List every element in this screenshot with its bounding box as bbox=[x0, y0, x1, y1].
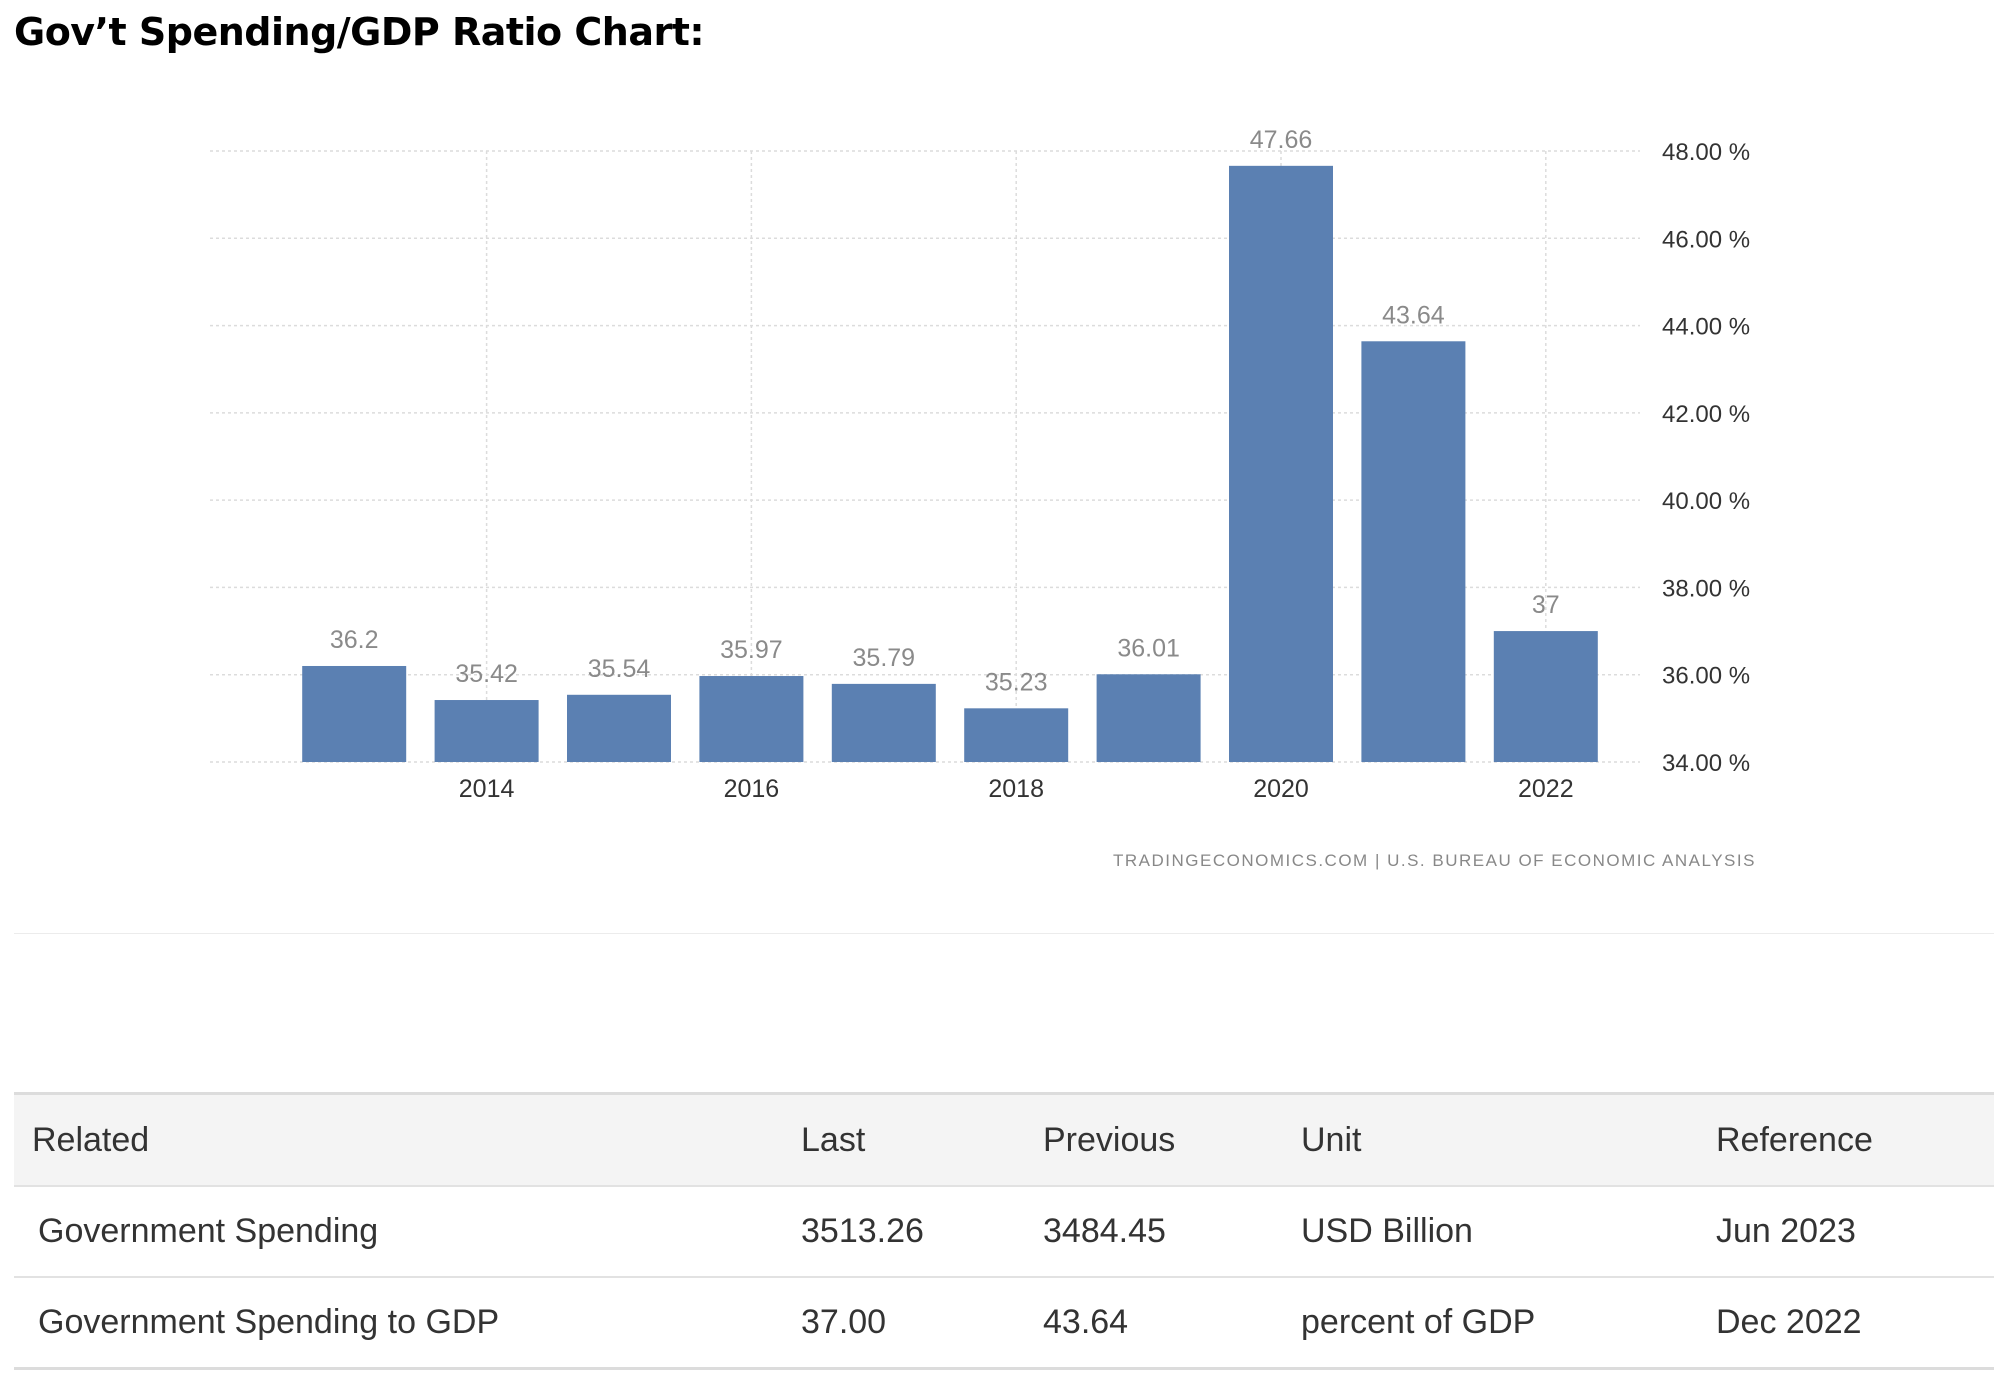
unit-value: percent of GDP bbox=[1301, 1276, 1716, 1370]
related-table: Related Last Previous Unit Reference Gov… bbox=[14, 1092, 1994, 1370]
data-label: 35.42 bbox=[455, 660, 518, 688]
data-label: 35.54 bbox=[588, 655, 651, 683]
previous-value: 43.64 bbox=[1043, 1276, 1301, 1370]
chart-y-axis: 34.00 % 36.00 % 38.00 % 40.00 % 42.00 % 44.00… bbox=[1662, 139, 1750, 777]
unit-value: USD Billion bbox=[1301, 1185, 1716, 1277]
data-label: 36.2 bbox=[330, 626, 379, 654]
y-tick-label: 34.00 % bbox=[1662, 750, 1750, 777]
y-tick-label: 42.00 % bbox=[1662, 401, 1750, 428]
column-header-previous: Previous bbox=[1043, 1120, 1176, 1159]
bar bbox=[567, 694, 671, 762]
bar bbox=[1229, 165, 1333, 763]
chart-x-axis: 2014 2016 2018 2020 2022 bbox=[459, 775, 1574, 803]
data-label: 35.23 bbox=[985, 668, 1048, 696]
data-label: 35.79 bbox=[853, 644, 916, 672]
y-tick-label: 46.00 % bbox=[1662, 226, 1750, 253]
data-label: 37 bbox=[1532, 591, 1560, 619]
x-tick-label: 2020 bbox=[1253, 775, 1309, 803]
chart-bars bbox=[302, 165, 1598, 763]
table-row: Government Spending to GDP 37.00 43.64 p… bbox=[14, 1276, 1994, 1370]
related-link[interactable]: Government Spending to GDP bbox=[14, 1276, 801, 1370]
bar bbox=[1096, 674, 1201, 762]
x-tick-label: 2018 bbox=[988, 775, 1044, 803]
bar bbox=[964, 708, 1069, 762]
section-divider bbox=[14, 933, 1994, 934]
x-tick-label: 2014 bbox=[459, 775, 515, 803]
related-link[interactable]: Government Spending bbox=[14, 1185, 801, 1277]
y-tick-label: 44.00 % bbox=[1662, 314, 1750, 341]
bar bbox=[1493, 631, 1598, 762]
table-row: Government Spending 3513.26 3484.45 USD … bbox=[14, 1185, 1994, 1277]
last-value: 3513.26 bbox=[801, 1185, 1043, 1277]
y-tick-label: 40.00 % bbox=[1662, 488, 1750, 515]
column-header-related: Related bbox=[32, 1120, 150, 1159]
bar bbox=[302, 665, 407, 762]
y-tick-label: 48.00 % bbox=[1662, 139, 1750, 166]
column-header-reference: Reference bbox=[1716, 1120, 1873, 1159]
y-tick-label: 36.00 % bbox=[1662, 663, 1750, 690]
last-value: 37.00 bbox=[801, 1276, 1043, 1370]
bar bbox=[434, 700, 539, 762]
data-label: 43.64 bbox=[1382, 301, 1445, 329]
reference-value: Dec 2022 bbox=[1716, 1276, 1994, 1370]
data-label: 36.01 bbox=[1117, 634, 1180, 662]
data-label: 35.97 bbox=[720, 636, 783, 664]
chart-data-labels: 36.2 35.42 35.54 35.97 35.79 35.23 36.01 47.66 4… bbox=[330, 126, 1560, 696]
previous-value: 3484.45 bbox=[1043, 1185, 1301, 1277]
bar bbox=[699, 676, 804, 762]
page-title: Gov’t Spending/GDP Ratio Chart: bbox=[14, 10, 705, 54]
bar bbox=[1361, 341, 1466, 762]
bar-chart: 36.2 35.42 35.54 35.97 35.79 35.23 36.01 47.66 4… bbox=[210, 126, 1756, 870]
column-header-unit: Unit bbox=[1301, 1120, 1362, 1159]
table-header-row: Related Last Previous Unit Reference bbox=[14, 1093, 1994, 1186]
chart-source: TRADINGECONOMICS.COM | U.S. BUREAU OF EC… bbox=[1113, 851, 1756, 870]
bar bbox=[831, 683, 936, 762]
x-tick-label: 2016 bbox=[724, 775, 780, 803]
column-header-last: Last bbox=[801, 1120, 866, 1159]
reference-value: Jun 2023 bbox=[1716, 1185, 1994, 1277]
x-tick-label: 2022 bbox=[1518, 775, 1574, 803]
data-label: 47.66 bbox=[1250, 126, 1313, 154]
y-tick-label: 38.00 % bbox=[1662, 575, 1750, 602]
